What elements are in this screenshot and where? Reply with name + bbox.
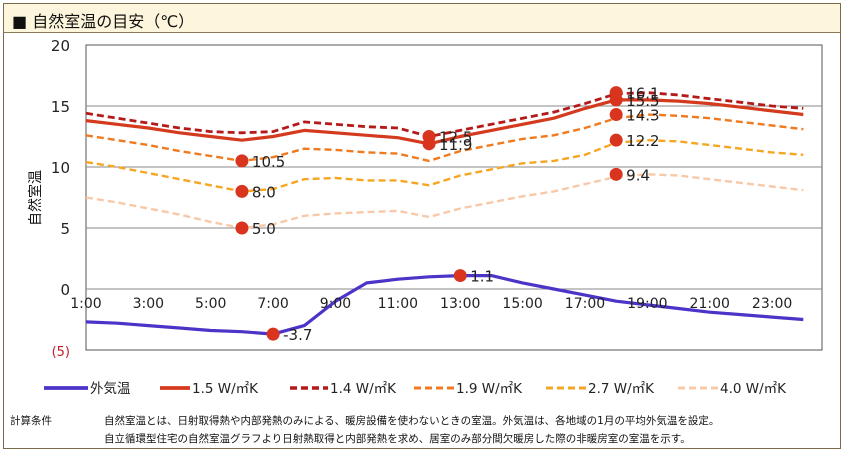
series-line-4 <box>85 138 804 193</box>
data-marker <box>609 133 623 147</box>
x-tick-label: 1:00 <box>70 296 101 312</box>
series-line-5 <box>85 173 804 230</box>
data-marker <box>609 108 623 122</box>
y-tick-label: 5 <box>60 220 70 238</box>
notes-line-2: 自立循環型住宅の自然室温グラフより日射熱取得と内部発熱を求め、居室のみ部分間欠暖… <box>104 433 691 445</box>
legend-label-2: 1.4 W/㎡K <box>330 381 397 397</box>
data-marker <box>266 327 280 341</box>
series-line-2 <box>85 91 804 138</box>
x-tick-label: 9:00 <box>320 296 351 312</box>
data-label: 12.2 <box>626 132 659 150</box>
legend-label-3: 1.9 W/㎡K <box>456 381 523 397</box>
notes-label: 計算条件 <box>10 415 52 427</box>
data-label: 14.3 <box>626 107 659 125</box>
data-marker <box>609 167 623 181</box>
data-label: 11.9 <box>439 136 472 154</box>
series-line-0 <box>85 274 804 336</box>
notes-line-1: 自然室温とは、日射取得熱や内部発熱のみによる、暖房設備を使わないときの室温。外気… <box>104 415 720 427</box>
y-tick-label: 0 <box>60 281 70 299</box>
series-line-3 <box>85 113 804 163</box>
legend-label-1: 1.5 W/㎡K <box>192 381 259 397</box>
y-tick-label: 20 <box>51 37 70 55</box>
calculation-notes: 計算条件 自然室温とは、日射取得熱や内部発熱のみによる、暖房設備を使わないときの… <box>10 412 836 448</box>
data-label: -3.7 <box>283 326 312 344</box>
chart-title: ■ 自然室温の目安（℃） <box>12 12 195 31</box>
x-tick-label: 19:00 <box>627 296 667 312</box>
x-tick-label: 3:00 <box>133 296 164 312</box>
x-tick-label: 7:00 <box>257 296 288 312</box>
chart-header: ■ 自然室温の目安（℃） <box>4 4 840 33</box>
series-line-1 <box>85 98 804 146</box>
x-tick-label: 13:00 <box>440 296 480 312</box>
y-tick-label: 15 <box>51 98 70 116</box>
data-label: 9.4 <box>626 166 650 184</box>
x-tick-label: 5:00 <box>195 296 226 312</box>
data-marker <box>235 221 249 235</box>
data-marker <box>235 154 249 168</box>
data-marker <box>453 269 467 283</box>
y-tick-label: (5) <box>52 345 70 360</box>
y-tick-label: 10 <box>51 159 70 177</box>
x-tick-label: 21:00 <box>690 296 730 312</box>
data-marker <box>235 184 249 198</box>
data-label: 10.5 <box>252 153 285 171</box>
legend-label-5: 4.0 W/㎡K <box>720 381 787 397</box>
data-label: 16.1 <box>626 85 659 103</box>
data-label: 12.5 <box>439 129 472 147</box>
x-tick-label: 17:00 <box>565 296 605 312</box>
x-tick-label: 15:00 <box>502 296 542 312</box>
data-marker <box>422 137 436 151</box>
data-marker <box>609 93 623 107</box>
y-axis-label: 自然室温 <box>27 170 44 226</box>
data-label: 8.0 <box>252 183 276 201</box>
data-label: 5.0 <box>252 220 276 238</box>
x-tick-label: 23:00 <box>752 296 792 312</box>
data-label: 15.5 <box>626 92 659 110</box>
legend-label-0: 外気温 <box>90 381 131 397</box>
data-label: 1.1 <box>470 268 494 286</box>
legend-label-4: 2.7 W/㎡K <box>588 381 655 397</box>
x-tick-label: 11:00 <box>378 296 418 312</box>
